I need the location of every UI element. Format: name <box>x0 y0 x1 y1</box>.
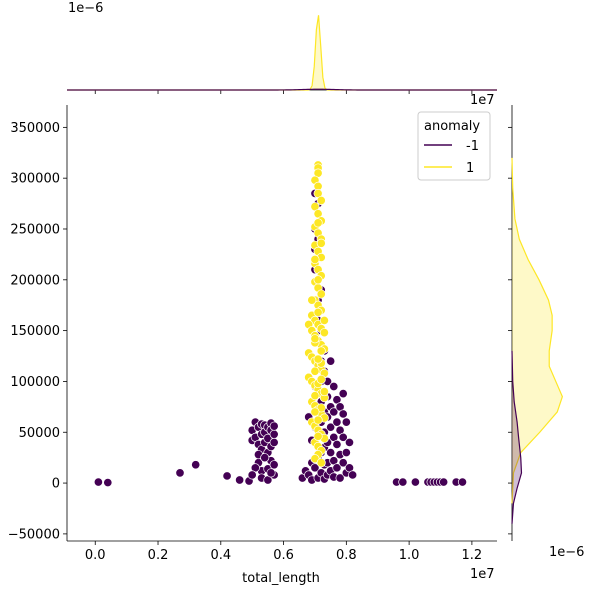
x-tick-label: 0.8 <box>336 548 357 563</box>
scatter-point <box>269 437 279 447</box>
right-marginal-scale-label: 1e−6 <box>549 545 584 560</box>
scatter-point <box>338 389 348 399</box>
legend: anomaly -1 1 <box>417 111 491 181</box>
scatter-point <box>316 458 326 468</box>
scatter-point <box>319 328 329 338</box>
scatter-point <box>338 432 348 442</box>
x-ticks: 0.0 0.2 0.4 0.6 0.8 1.0 1.2 <box>85 541 482 563</box>
right-marginal-line <box>511 157 564 504</box>
scatter-point <box>316 403 326 413</box>
scatter-point <box>310 407 320 417</box>
scatter-point <box>341 448 351 458</box>
scatter-point <box>313 415 323 425</box>
x-tick-label: 0.6 <box>273 548 294 563</box>
scatter-point <box>269 460 279 470</box>
scatter-point <box>235 475 245 485</box>
x-tick-label: 0.2 <box>148 548 169 563</box>
scatter-point <box>398 477 408 487</box>
legend-title: anomaly <box>424 119 480 134</box>
legend-entry-pos: 1 <box>466 161 474 176</box>
scatter-point <box>175 468 185 478</box>
scatter-point <box>338 409 348 419</box>
scatter-point <box>344 437 355 447</box>
scatter-point <box>335 473 345 483</box>
scatter-point <box>222 471 232 481</box>
top-marginal-kde <box>67 15 497 94</box>
top-marginal-fill <box>67 15 497 91</box>
scatter-point <box>260 453 270 463</box>
scatter-point <box>316 289 326 299</box>
y-ticks: −50000 0 50000 100000 150000 200000 250000 3000… <box>8 121 67 542</box>
scatter-point <box>326 448 336 458</box>
scatter-point <box>247 470 257 480</box>
top-marginal-line <box>67 15 497 91</box>
scatter-point <box>307 295 317 305</box>
legend-box <box>417 111 491 181</box>
x-axis-label: total_length <box>242 571 320 586</box>
scatter-point <box>310 454 320 464</box>
scatter-point <box>310 334 320 344</box>
y-tick-label: 50000 <box>19 426 60 441</box>
scatter-point <box>310 463 320 473</box>
scatter-point <box>319 387 329 397</box>
top-marginal-line <box>67 88 497 91</box>
scatter-point <box>316 238 326 248</box>
scatter-point <box>316 195 326 206</box>
scatter-point <box>439 477 449 487</box>
right-marginal-fill <box>512 157 563 504</box>
y-tick-label: 350000 <box>10 121 60 136</box>
scatter-point <box>313 354 323 364</box>
scatter-point <box>316 374 326 384</box>
right-marginal-kde <box>508 105 564 541</box>
scatter-point <box>348 470 358 480</box>
scatter-point <box>103 478 113 488</box>
scatter-point <box>332 463 342 473</box>
scatter-point <box>310 366 320 376</box>
scatter-point <box>457 477 468 487</box>
scatter-point <box>310 254 320 265</box>
scatter-point <box>326 356 336 366</box>
y-tick-label: 200000 <box>10 273 60 288</box>
x-tick-label: 1.0 <box>399 548 420 563</box>
scatter-point <box>341 417 351 427</box>
y-tick-label: 100000 <box>10 375 60 390</box>
x-scale-label: 1e7 <box>470 567 495 582</box>
scatter-point <box>310 391 320 401</box>
scatter-point <box>410 477 420 487</box>
top-marginal-scale-label: 1e−6 <box>68 1 103 16</box>
y-tick-label: 250000 <box>10 222 60 237</box>
scatter-point <box>332 417 342 427</box>
legend-entry-neg: -1 <box>466 139 479 154</box>
y-tick-label: −50000 <box>8 527 60 542</box>
scatter-point <box>326 422 336 432</box>
scatter-point <box>329 381 339 392</box>
scatter-point <box>329 407 339 417</box>
scatter-point <box>263 433 273 443</box>
x-tick-label: 0.0 <box>85 548 106 563</box>
x-offset-label-top: 1e7 <box>470 93 495 108</box>
scatter-point <box>319 315 329 326</box>
scatter-point <box>191 460 201 470</box>
scatter-point <box>266 468 276 478</box>
y-tick-label: 150000 <box>10 324 60 339</box>
scatter-point <box>338 458 348 468</box>
scatter-point <box>332 439 342 449</box>
scatter-points <box>93 160 468 488</box>
scatter-point <box>316 346 326 356</box>
main-axes <box>66 105 497 542</box>
right-marginal-line <box>511 350 523 524</box>
scatter-point <box>269 421 279 431</box>
x-tick-label: 0.4 <box>210 548 231 563</box>
scatter-point <box>269 429 279 439</box>
scatter-point <box>93 477 103 487</box>
y-tick-label: 0 <box>52 477 60 492</box>
scatter-point <box>313 431 323 441</box>
scatter-point <box>313 275 323 285</box>
y-tick-label: 300000 <box>10 172 60 187</box>
scatter-point <box>313 218 323 228</box>
x-tick-label: 1.2 <box>462 548 483 563</box>
scatter-point <box>313 307 323 317</box>
